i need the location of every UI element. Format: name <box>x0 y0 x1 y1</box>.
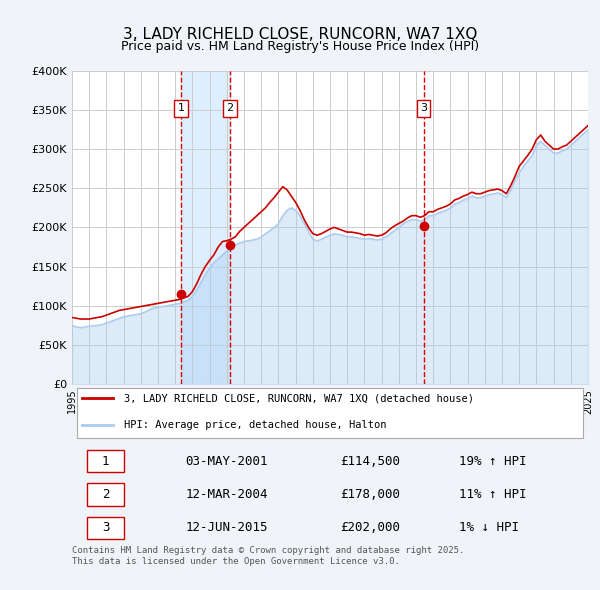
Text: 2: 2 <box>227 103 233 113</box>
FancyBboxPatch shape <box>77 388 583 438</box>
Text: Price paid vs. HM Land Registry's House Price Index (HPI): Price paid vs. HM Land Registry's House … <box>121 40 479 53</box>
FancyBboxPatch shape <box>88 517 124 539</box>
Bar <box>181 71 230 384</box>
Text: 3: 3 <box>102 521 109 534</box>
Text: £114,500: £114,500 <box>340 455 400 468</box>
Text: 3, LADY RICHELD CLOSE, RUNCORN, WA7 1XQ (detached house): 3, LADY RICHELD CLOSE, RUNCORN, WA7 1XQ … <box>124 393 473 403</box>
Text: 1% ↓ HPI: 1% ↓ HPI <box>459 521 519 534</box>
Text: 3, LADY RICHELD CLOSE, RUNCORN, WA7 1XQ: 3, LADY RICHELD CLOSE, RUNCORN, WA7 1XQ <box>123 27 477 41</box>
Text: Contains HM Land Registry data © Crown copyright and database right 2025.
This d: Contains HM Land Registry data © Crown c… <box>72 546 464 566</box>
FancyBboxPatch shape <box>88 483 124 506</box>
Text: 12-JUN-2015: 12-JUN-2015 <box>185 521 268 534</box>
Text: 19% ↑ HPI: 19% ↑ HPI <box>459 455 527 468</box>
Text: 2: 2 <box>102 488 109 501</box>
Text: 3: 3 <box>420 103 427 113</box>
Text: 03-MAY-2001: 03-MAY-2001 <box>185 455 268 468</box>
Text: £202,000: £202,000 <box>340 521 400 534</box>
FancyBboxPatch shape <box>88 450 124 473</box>
Text: 11% ↑ HPI: 11% ↑ HPI <box>459 488 527 501</box>
Text: £178,000: £178,000 <box>340 488 400 501</box>
Text: 1: 1 <box>178 103 184 113</box>
Text: 1: 1 <box>102 455 109 468</box>
Text: 12-MAR-2004: 12-MAR-2004 <box>185 488 268 501</box>
Text: HPI: Average price, detached house, Halton: HPI: Average price, detached house, Halt… <box>124 419 386 430</box>
